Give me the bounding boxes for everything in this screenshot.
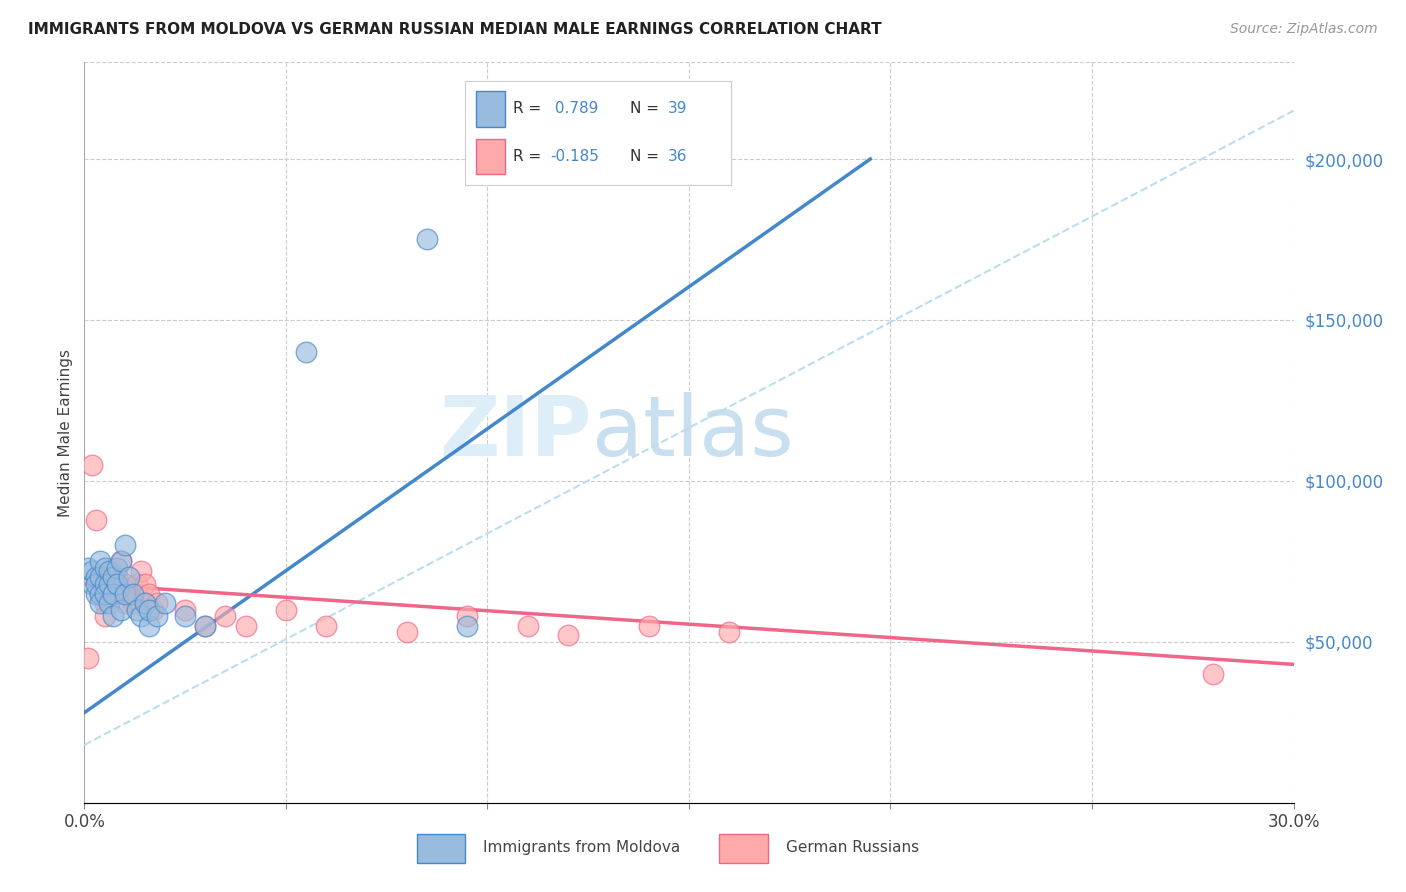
Point <box>93 596 115 610</box>
Point <box>138 586 160 600</box>
Point <box>516 619 538 633</box>
Point <box>129 564 152 578</box>
Point <box>105 570 128 584</box>
Point <box>125 577 148 591</box>
Point <box>125 586 148 600</box>
Point <box>118 586 141 600</box>
Point <box>146 596 169 610</box>
Point <box>86 586 108 600</box>
Point <box>93 586 115 600</box>
Text: atlas: atlas <box>592 392 794 473</box>
Point <box>101 570 124 584</box>
Point <box>121 586 143 600</box>
Point <box>82 577 104 591</box>
Point <box>93 609 115 624</box>
Point <box>295 345 318 359</box>
Point <box>89 586 111 600</box>
Point <box>110 554 132 568</box>
Point <box>82 458 104 472</box>
Point <box>93 561 115 575</box>
Point <box>114 586 136 600</box>
Point <box>89 554 111 568</box>
Point <box>146 609 169 624</box>
Point <box>142 602 165 616</box>
Point <box>174 602 197 616</box>
Point <box>101 609 124 624</box>
Point <box>77 651 100 665</box>
Point <box>174 609 197 624</box>
Point <box>1202 667 1225 681</box>
Point <box>214 609 236 624</box>
Point <box>114 538 136 552</box>
Point <box>134 577 156 591</box>
Point <box>86 577 108 591</box>
Point <box>194 619 217 633</box>
Point <box>110 602 132 616</box>
Point <box>395 625 418 640</box>
Point <box>138 602 160 616</box>
Point <box>121 596 143 610</box>
Point <box>105 577 128 591</box>
Text: Source: ZipAtlas.com: Source: ZipAtlas.com <box>1230 22 1378 37</box>
Point <box>235 619 257 633</box>
Point <box>97 596 120 610</box>
Point <box>93 577 115 591</box>
Point <box>97 564 120 578</box>
Point <box>456 619 478 633</box>
Point <box>456 609 478 624</box>
Point <box>77 561 100 575</box>
Point <box>82 564 104 578</box>
Point <box>97 577 120 591</box>
Point <box>315 619 337 633</box>
Point <box>718 625 741 640</box>
Point <box>194 619 217 633</box>
Point <box>125 602 148 616</box>
Point <box>89 596 111 610</box>
Point <box>97 577 120 591</box>
Y-axis label: Median Male Earnings: Median Male Earnings <box>58 349 73 516</box>
Point <box>110 554 132 568</box>
Point <box>134 596 156 610</box>
Point <box>118 570 141 584</box>
Text: IMMIGRANTS FROM MOLDOVA VS GERMAN RUSSIAN MEDIAN MALE EARNINGS CORRELATION CHART: IMMIGRANTS FROM MOLDOVA VS GERMAN RUSSIA… <box>28 22 882 37</box>
Point <box>557 628 579 642</box>
Point <box>134 596 156 610</box>
Text: ZIP: ZIP <box>440 392 592 473</box>
Point <box>86 570 108 584</box>
Point <box>637 619 659 633</box>
Point <box>101 586 124 600</box>
Point <box>105 561 128 575</box>
Point <box>97 564 120 578</box>
Point <box>89 570 111 584</box>
Point <box>114 577 136 591</box>
Point <box>138 619 160 633</box>
Point <box>153 596 176 610</box>
Point <box>89 586 111 600</box>
Point <box>114 596 136 610</box>
Point <box>86 512 108 526</box>
Point <box>274 602 297 616</box>
Point <box>101 586 124 600</box>
Point <box>129 609 152 624</box>
Point <box>416 232 439 246</box>
